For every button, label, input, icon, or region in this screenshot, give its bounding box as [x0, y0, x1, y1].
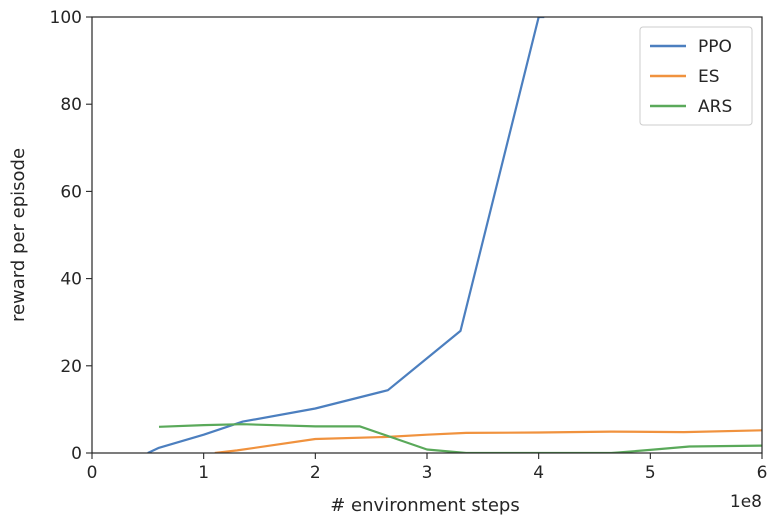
x-tick-label: 5 [645, 463, 656, 483]
x-axis-offset-label: 1e8 [730, 492, 762, 512]
y-axis: 0 20 40 60 80 100 [50, 8, 92, 464]
series-layer [147, 17, 762, 453]
x-tick-label: 6 [757, 463, 768, 483]
y-tick-label: 80 [60, 95, 82, 115]
legend: PPO ES ARS [639, 26, 753, 126]
y-tick-label: 20 [60, 357, 82, 377]
legend-label-es: ES [698, 67, 720, 87]
x-tick-label: 4 [533, 463, 544, 483]
y-tick-label: 0 [71, 444, 82, 464]
x-axis: 0 1 2 3 4 5 6 [87, 453, 768, 483]
legend-box [639, 26, 753, 126]
x-tick-label: 2 [310, 463, 321, 483]
y-tick-label: 100 [50, 8, 82, 28]
x-tick-label: 3 [422, 463, 433, 483]
x-tick-label: 0 [87, 463, 98, 483]
x-axis-label: # environment steps [330, 495, 519, 516]
legend-label-ars: ARS [698, 97, 732, 117]
y-tick-label: 60 [60, 182, 82, 202]
series-line-ppo [147, 17, 545, 453]
y-axis-label: reward per episode [8, 148, 29, 322]
series-line-ars [158, 423, 762, 453]
series-line-es [214, 429, 762, 453]
legend-label-ppo: PPO [698, 37, 732, 57]
y-tick-label: 40 [60, 270, 82, 290]
x-tick-label: 1 [198, 463, 209, 483]
